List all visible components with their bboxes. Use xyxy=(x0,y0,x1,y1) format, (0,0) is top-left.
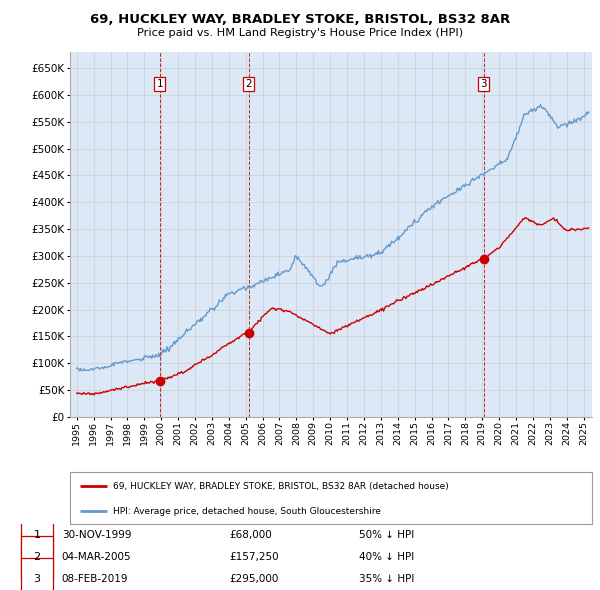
Text: 1: 1 xyxy=(157,79,163,89)
Text: 1: 1 xyxy=(34,530,40,540)
Text: 2: 2 xyxy=(245,79,252,89)
Text: 3: 3 xyxy=(34,574,40,584)
Text: £157,250: £157,250 xyxy=(229,552,279,562)
Text: 50% ↓ HPI: 50% ↓ HPI xyxy=(359,530,414,540)
Text: HPI: Average price, detached house, South Gloucestershire: HPI: Average price, detached house, Sout… xyxy=(113,506,380,516)
Text: 2: 2 xyxy=(34,552,40,562)
Text: £295,000: £295,000 xyxy=(229,574,279,584)
FancyBboxPatch shape xyxy=(21,513,53,556)
Text: 30-NOV-1999: 30-NOV-1999 xyxy=(62,530,131,540)
Text: 69, HUCKLEY WAY, BRADLEY STOKE, BRISTOL, BS32 8AR (detached house): 69, HUCKLEY WAY, BRADLEY STOKE, BRISTOL,… xyxy=(113,481,449,490)
Text: 08-FEB-2019: 08-FEB-2019 xyxy=(62,574,128,584)
Text: £68,000: £68,000 xyxy=(229,530,272,540)
Text: 40% ↓ HPI: 40% ↓ HPI xyxy=(359,552,414,562)
Text: 69, HUCKLEY WAY, BRADLEY STOKE, BRISTOL, BS32 8AR: 69, HUCKLEY WAY, BRADLEY STOKE, BRISTOL,… xyxy=(90,13,510,26)
FancyBboxPatch shape xyxy=(70,472,592,524)
FancyBboxPatch shape xyxy=(21,558,53,590)
FancyBboxPatch shape xyxy=(21,536,53,578)
Text: 3: 3 xyxy=(481,79,487,89)
Text: Price paid vs. HM Land Registry's House Price Index (HPI): Price paid vs. HM Land Registry's House … xyxy=(137,28,463,38)
Text: 04-MAR-2005: 04-MAR-2005 xyxy=(62,552,131,562)
Text: 35% ↓ HPI: 35% ↓ HPI xyxy=(359,574,414,584)
